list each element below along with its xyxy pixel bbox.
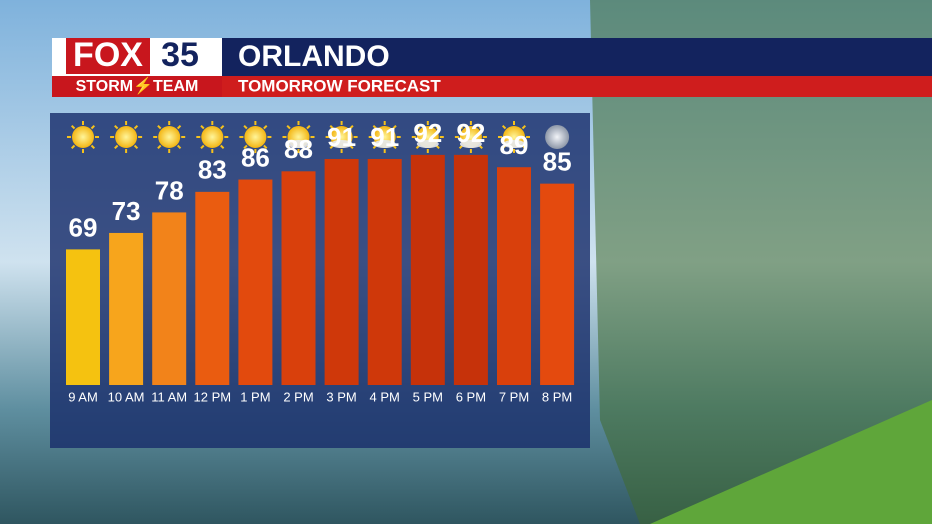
cloud-icon <box>503 140 525 148</box>
palm-trees <box>590 0 932 524</box>
x-tick-label: 6 PM <box>456 389 486 404</box>
x-tick-label: 10 AM <box>108 389 145 404</box>
bar <box>152 212 187 385</box>
sun-icon <box>72 126 94 148</box>
sun-ray <box>415 124 421 130</box>
sun-ray <box>220 144 225 150</box>
sun-icon <box>244 126 267 148</box>
x-tick-label: 2 PM <box>283 389 313 404</box>
x-tick-label: 7 PM <box>499 389 529 404</box>
sun-ray <box>176 124 182 130</box>
sun-ray <box>157 124 162 130</box>
x-tick-label: 8 PM <box>542 389 572 404</box>
sun-ray <box>435 124 440 130</box>
value-label: 89 <box>500 130 529 160</box>
team: STORM⚡TEAM <box>76 76 199 95</box>
sun-ray <box>521 124 527 130</box>
value-label: 73 <box>112 196 141 226</box>
logo-red <box>66 38 150 74</box>
sun-icon <box>158 126 181 148</box>
sun-ray <box>501 124 507 130</box>
sun-ray <box>392 124 397 130</box>
sun-ray <box>114 144 119 150</box>
value-label: 85 <box>543 147 572 177</box>
sun-ray <box>200 144 205 150</box>
sun-ray <box>70 144 76 150</box>
cloud-icon <box>416 140 439 148</box>
sun-icon <box>201 126 224 148</box>
sun-ray <box>220 124 225 130</box>
sun-ray <box>133 124 139 130</box>
x-tick-label: 5 PM <box>413 389 443 404</box>
x-tick-label: 3 PM <box>326 389 356 404</box>
title-band <box>222 38 932 76</box>
moon-icon <box>545 125 570 149</box>
sun-ray <box>286 124 291 130</box>
bar <box>453 154 488 385</box>
bar <box>410 154 445 385</box>
bar <box>109 232 144 385</box>
bar <box>238 179 273 385</box>
value-label: 91 <box>370 122 399 152</box>
sun-ray <box>90 124 96 130</box>
chart-title: ORLANDO <box>238 40 390 73</box>
sun-ray <box>243 144 248 150</box>
sun-ray <box>176 144 182 150</box>
sun-ray <box>372 124 377 130</box>
bar <box>367 158 402 385</box>
value-label: 92 <box>413 118 442 148</box>
team-band <box>52 76 222 97</box>
sun-ray <box>306 124 311 130</box>
subtitle-band <box>222 76 932 97</box>
grass <box>650 400 932 524</box>
value-label: 86 <box>241 142 270 172</box>
cloud-icon <box>330 140 353 148</box>
value-label: 91 <box>327 122 356 152</box>
sun-icon <box>115 126 138 148</box>
sun-ray <box>329 124 334 130</box>
x-tick-label: 12 PM <box>194 389 232 404</box>
sun-ray <box>263 124 268 130</box>
bar <box>324 158 359 385</box>
channel: 35 <box>161 36 199 74</box>
sun-ray <box>458 124 464 130</box>
value-label: 83 <box>198 155 227 185</box>
sun-ray <box>243 124 248 130</box>
cloud-icon <box>459 140 482 148</box>
x-tick-label: 11 AM <box>151 389 187 404</box>
x-tick-label: 4 PM <box>370 389 400 404</box>
value-label: 69 <box>69 212 98 242</box>
sun-ray <box>263 144 268 150</box>
sun-ray <box>90 144 96 150</box>
sun-ray <box>133 144 139 150</box>
value-label: 78 <box>155 175 184 205</box>
chart-subtitle: TOMORROW FORECAST <box>238 76 441 95</box>
value-label: 92 <box>456 118 485 148</box>
sun-ray <box>70 124 76 130</box>
value-label: 88 <box>284 134 313 164</box>
sun-ray <box>478 124 483 130</box>
sun-ray <box>157 144 162 150</box>
sun-ray <box>349 124 354 130</box>
bar <box>281 171 316 385</box>
bar <box>195 191 230 385</box>
x-tick-label: 1 PM <box>240 389 270 404</box>
cloud-icon <box>373 140 396 148</box>
x-tick-label: 9 AM <box>68 389 98 404</box>
bar <box>540 183 575 385</box>
sun-ray <box>200 124 205 130</box>
brand: FOX <box>73 36 143 74</box>
bar <box>497 167 531 385</box>
sun-ray <box>114 124 119 130</box>
bar <box>66 249 100 385</box>
cloud-icon <box>287 140 310 148</box>
